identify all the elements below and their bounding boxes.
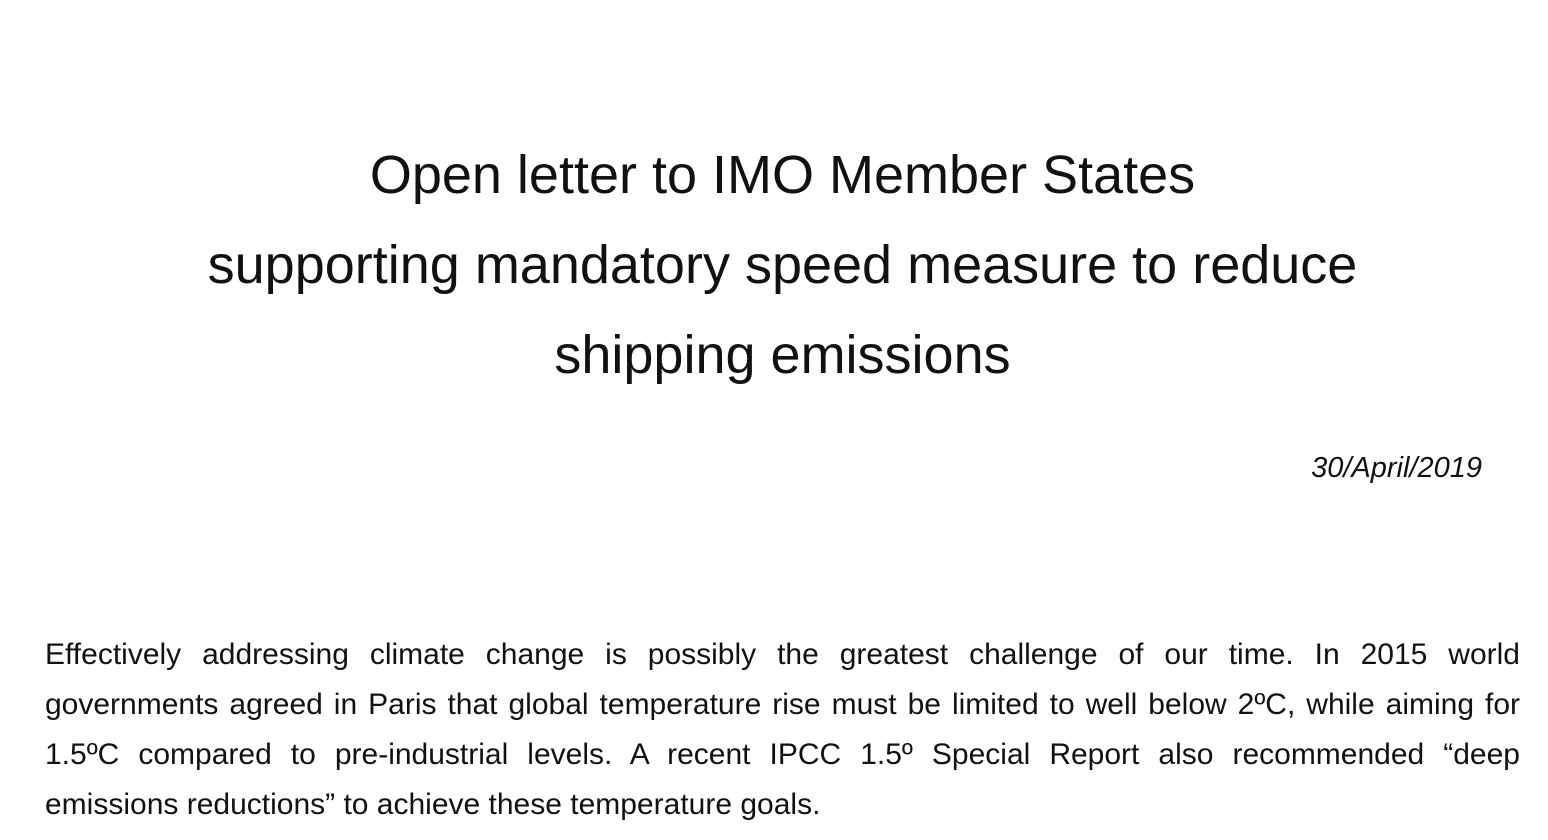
letter-date: 30/April/2019 [1311,452,1482,484]
title-line: Open letter to IMO Member States [369,145,1196,205]
title-line: supporting mandatory speed measure to re… [207,235,1358,295]
title-line: shipping emissions [554,325,1011,385]
document-title: Open letter to IMO Member States support… [0,130,1548,400]
body-paragraph: Effectively addressing climate change is… [45,638,1520,821]
